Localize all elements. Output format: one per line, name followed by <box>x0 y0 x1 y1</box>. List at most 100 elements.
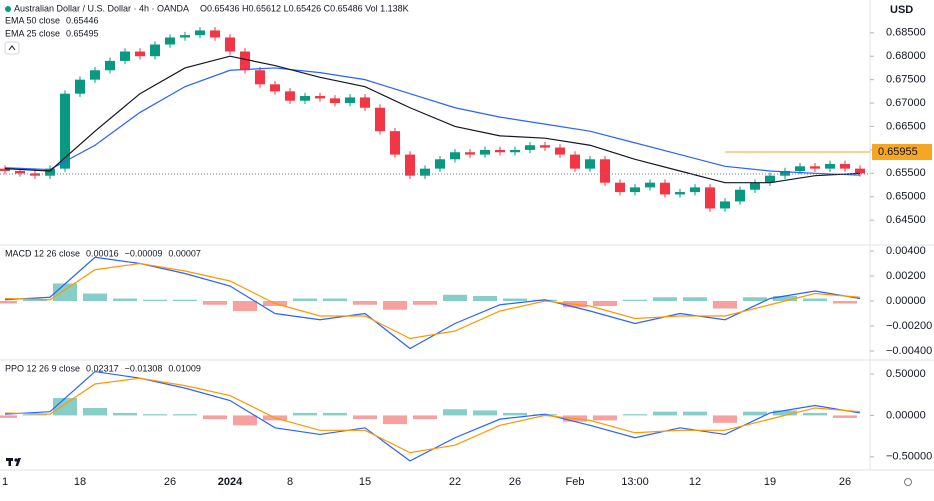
candle-body <box>0 168 10 171</box>
histogram-bar <box>83 407 107 416</box>
legend-value: −0.00009 <box>125 248 163 258</box>
candle-body <box>30 173 40 176</box>
indicator-line <box>4 377 861 454</box>
candle-body <box>660 182 670 195</box>
histogram-bar <box>503 412 527 416</box>
histogram-bar <box>293 412 317 416</box>
x-tick-label: 26 <box>839 476 851 488</box>
candle-body <box>435 159 445 169</box>
candle-body <box>255 70 265 85</box>
histogram-bar <box>533 414 557 416</box>
legend-value: 0.00016 <box>86 248 119 258</box>
collapse-button[interactable] <box>4 41 20 55</box>
legend-value: −0.01308 <box>125 363 163 373</box>
candle-body <box>525 145 535 150</box>
candle-body <box>315 96 325 99</box>
histogram-bar <box>623 414 647 416</box>
histogram-bar <box>353 301 377 305</box>
candle-body <box>345 97 355 104</box>
candle-body <box>510 149 520 153</box>
candle-body <box>240 51 250 71</box>
y-tick-label: 0.68500 <box>886 27 926 39</box>
histogram-bar <box>0 301 17 304</box>
histogram-bar <box>473 410 497 416</box>
candle-body <box>45 168 55 176</box>
candle-body <box>90 70 100 80</box>
histogram-bar <box>383 301 407 310</box>
histogram-bar <box>833 301 857 304</box>
candle-body <box>690 187 700 193</box>
legend-value: 0.02317 <box>86 363 119 373</box>
candle-body <box>570 154 580 169</box>
y-tick-label: 0.65000 <box>886 191 926 203</box>
candle-body <box>390 131 400 155</box>
histogram-bar <box>173 414 197 416</box>
histogram-bar <box>773 296 797 301</box>
candle-body <box>480 149 490 155</box>
candle-body <box>855 168 865 174</box>
settings-icon[interactable] <box>904 478 912 486</box>
y-tick-label: 0.00000 <box>886 295 926 307</box>
candle-body <box>765 175 775 183</box>
legend-name: EMA 50 close <box>5 15 60 25</box>
x-tick-label: 22 <box>449 476 461 488</box>
y-tick-label: 0.50000 <box>886 368 926 380</box>
indicator-name: PPO 12 26 9 close <box>5 363 80 373</box>
histogram-bar <box>413 301 437 305</box>
legend-value: 0.65446 <box>66 15 99 25</box>
histogram-bar <box>233 301 257 311</box>
candle-body <box>750 182 760 190</box>
candle-body <box>600 159 610 183</box>
indicator-line <box>4 55 861 184</box>
histogram-bar <box>713 415 737 423</box>
histogram-bar <box>413 415 437 420</box>
histogram-bar <box>803 298 827 301</box>
histogram-bar <box>623 299 647 301</box>
histogram-bar <box>773 410 797 416</box>
histogram-bar <box>683 411 707 416</box>
candle-body <box>180 35 190 38</box>
histogram-bar <box>353 415 377 420</box>
histogram-bar <box>0 415 17 418</box>
histogram-bar <box>443 294 467 301</box>
candle-body <box>135 51 145 57</box>
histogram-bar <box>83 293 107 301</box>
candle-body <box>270 84 280 92</box>
candle-body <box>495 149 505 153</box>
candle-body <box>60 93 70 169</box>
candle-body <box>645 182 655 188</box>
candle-body <box>735 189 745 202</box>
histogram-bar <box>203 415 227 420</box>
histogram-bar <box>233 415 257 426</box>
x-tick-label: 13:00 <box>621 476 649 488</box>
y-tick-label: −0.50000 <box>886 451 932 463</box>
y-tick-label: 0.68000 <box>886 50 926 62</box>
histogram-bar <box>503 298 527 301</box>
candle-body <box>450 152 460 160</box>
histogram-bar <box>293 298 317 301</box>
currency-label: USD <box>890 4 913 16</box>
candle-body <box>75 79 85 94</box>
histogram-bar <box>743 411 767 416</box>
x-tick-label: 15 <box>359 476 371 488</box>
y-tick-label: −0.00200 <box>886 320 932 332</box>
indicator-line <box>4 262 861 340</box>
candle-body <box>705 187 715 209</box>
histogram-bar <box>533 299 557 301</box>
y-tick-label: 0.00000 <box>886 409 926 421</box>
candle-body <box>540 145 550 148</box>
level-label: 0.65955 <box>878 146 918 158</box>
histogram-bar <box>593 301 617 306</box>
y-tick-label: 0.65500 <box>886 167 926 179</box>
chart-title: Australian Dollar / U.S. Dollar · 4h · O… <box>14 3 189 13</box>
x-tick-label: 26 <box>509 476 521 488</box>
x-tick-label: 19 <box>764 476 776 488</box>
candle-body <box>825 163 835 169</box>
histogram-bar <box>113 412 137 416</box>
x-tick-label: 18 <box>74 476 86 488</box>
histogram-bar <box>833 415 857 418</box>
candle-body <box>555 147 565 155</box>
status-dot <box>5 6 11 12</box>
y-tick-label: 0.67000 <box>886 97 926 109</box>
